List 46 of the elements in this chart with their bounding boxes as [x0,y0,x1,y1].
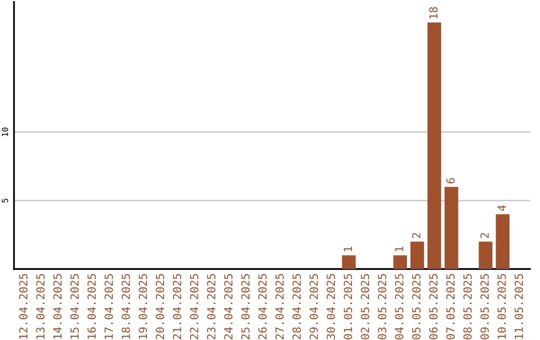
x-tick-label: 14.04.2025 [53,274,62,339]
x-tick-label: 12.04.2025 [19,274,28,339]
x-tick-label: 23.04.2025 [207,274,216,340]
x-tick-label: 25.04.2025 [241,274,250,340]
x-tick-label: 21.04.2025 [172,274,182,340]
x-tick-label: 08.05.2025 [463,274,472,340]
bar [342,255,356,269]
x-tick-label: 01.05.2025 [344,274,352,340]
data-label: 18 [429,7,438,18]
x-tick-label: 13.04.2025 [36,274,45,339]
x-tick-label: 16.04.2025 [87,274,96,339]
data-label: 2 [412,233,420,238]
bar [478,242,492,269]
x-tick-label: 10.05.2025 [498,274,506,339]
x-tick-label: 04.05.2025 [394,274,404,340]
x-tick-label: 17.04.2025 [104,274,113,339]
data-label: 6 [446,178,455,184]
x-tick-label: 26.04.2025 [258,274,267,340]
x-tick-label: 30.04.2025 [326,274,336,340]
x-tick-label: 06.05.2025 [429,274,438,340]
x-tick-label: 28.04.2025 [292,274,301,340]
data-label: 2 [480,233,489,238]
x-tick-label: 07.05.2025 [446,274,455,340]
bar [427,22,442,269]
data-label: 1 [395,246,404,252]
y-tick-label: 10 [2,128,8,136]
bar [393,255,407,269]
x-tick-label: 05.05.2025 [412,274,420,340]
bar [496,214,510,269]
bar [444,186,458,269]
data-label: 1 [344,246,352,252]
bar [410,242,424,269]
x-tick-label: 09.05.2025 [480,274,489,340]
x-tick-label: 29.04.2025 [310,274,318,340]
x-tick-label: 20.04.2025 [156,274,164,340]
x-tick-label: 03.05.2025 [378,274,386,340]
x-tick-label: 02.05.2025 [360,274,370,340]
x-tick-label: 27.04.2025 [275,274,284,340]
x-tick-label: 11.05.2025 [514,274,523,339]
data-label: 4 [498,205,506,211]
x-tick-label: 18.04.2025 [122,274,130,339]
x-tick-label: 19.04.2025 [138,274,148,339]
x-tick-label: 24.04.2025 [224,274,233,340]
y-tick-label: 5 [2,198,8,202]
x-tick-label: 15.04.2025 [70,274,79,339]
x-tick-label: 22.04.2025 [190,274,198,340]
